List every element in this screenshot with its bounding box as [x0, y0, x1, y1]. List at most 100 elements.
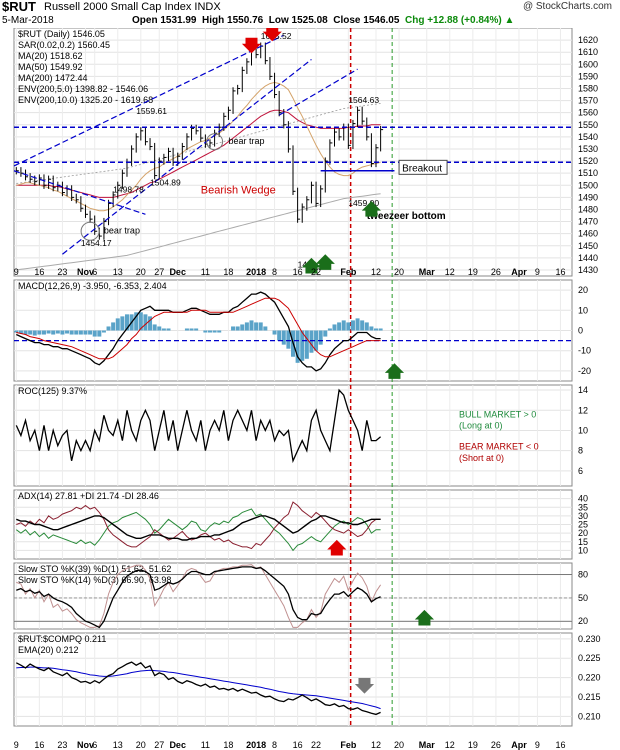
bull-market-label: BULL MARKET > 0	[459, 409, 536, 419]
macd-hist-bar	[374, 328, 379, 331]
y-tick-label: 1610	[578, 47, 598, 57]
x-tick-label-bottom: 13	[113, 740, 123, 750]
ma200-line	[16, 193, 381, 271]
macd-hist-bar	[244, 322, 249, 331]
macd-hist-bar	[83, 330, 88, 335]
y-tick-label: 20	[578, 285, 588, 295]
price-level-label: 1498.78	[113, 185, 144, 195]
y-tick-label: 1460	[578, 229, 598, 239]
macd-hist-bar	[106, 326, 111, 331]
x-tick-label: 13	[113, 267, 123, 277]
channel-line	[278, 68, 358, 116]
x-tick-label: 20	[394, 267, 404, 277]
macd-hist-bar	[92, 330, 97, 337]
y-tick-label: 1440	[578, 253, 598, 263]
y-tick-label: 25	[578, 520, 588, 530]
macd-hist-bar	[364, 322, 369, 331]
y-tick-label: 1600	[578, 59, 598, 69]
macd-hist-bar	[341, 320, 346, 331]
y-tick-label: 1510	[578, 168, 598, 178]
panel-frame	[13, 28, 573, 277]
x-tick-label: Apr	[511, 267, 527, 277]
x-tick-label: 18	[223, 267, 233, 277]
ratio-group	[15, 661, 381, 716]
bear-market-label: BEAR MARKET < 0	[459, 442, 539, 452]
x-tick-label-bottom: 2018	[246, 740, 266, 750]
y-tick-label: 1550	[578, 120, 598, 130]
macd-hist-bar	[65, 330, 70, 334]
x-tick-label: 9	[535, 267, 540, 277]
x-tick-label: 16	[555, 267, 565, 277]
x-tick-label: Mar	[419, 267, 436, 277]
macd-hist-bar	[148, 316, 153, 331]
breakout-box	[398, 159, 448, 175]
sto14-line	[16, 564, 382, 628]
bear-trap-label-2: bear trap	[228, 136, 264, 146]
bull-market-sub: (Long at 0)	[459, 420, 503, 430]
macd-hist-bar	[194, 328, 199, 331]
roc-group: BULL MARKET > 0(Long at 0) BEAR MARKET < …	[15, 388, 539, 464]
x-tick-label-bottom: 11	[201, 740, 210, 750]
y-tick-label: 14	[578, 385, 588, 395]
adx-arrow	[327, 539, 347, 556]
x-tick-label: Feb	[340, 267, 357, 277]
macd-hist-bar	[217, 330, 222, 333]
y-tick-label: 0.215	[578, 692, 601, 702]
x-tick-label-bottom: 19	[468, 740, 478, 750]
x-tick-label: 19	[468, 267, 478, 277]
macd-hist-bar	[240, 324, 245, 331]
macd-hist-bar	[41, 330, 46, 335]
y-tick-label: 1560	[578, 108, 598, 118]
ratio-line	[15, 661, 381, 716]
macd-hist-bar	[350, 320, 355, 331]
x-tick-label: Nov	[77, 267, 94, 277]
adx-group	[16, 501, 381, 556]
legend-entry: ADX(14) 27.81 +DI 21.74 -DI 28.46	[18, 491, 159, 501]
x-tick-label: 6	[92, 267, 97, 277]
downtrend-line	[13, 170, 146, 215]
x-tick-label: 22	[311, 267, 321, 277]
x-tick-label-bottom: 22	[311, 740, 321, 750]
macd-hist-bar	[360, 320, 365, 331]
stockcharts-logo[interactable]: @ StockCharts.com	[522, 1, 612, 12]
macd-hist-bar	[304, 330, 309, 359]
macd-hist-bar	[272, 330, 277, 335]
macd-hist-bar	[23, 330, 28, 335]
legend-entry: $RUT (Daily) 1546.05	[18, 29, 105, 39]
bearish-wedge-label: Bearish Wedge	[201, 185, 276, 197]
x-tick-label-bottom: 20	[394, 740, 404, 750]
y-tick-label: 1580	[578, 83, 598, 93]
macd-hist-bar	[355, 318, 360, 331]
macd-group	[14, 291, 572, 379]
y-tick-label: 1450	[578, 241, 598, 251]
panel-2: 6 8 10 12 14 ROC(125) 9.37%	[13, 384, 588, 487]
top-arrow-1	[241, 37, 262, 54]
macd-hist-bar	[277, 330, 282, 341]
legend-entry: Slow STO %K(39) %D(1) 51.62, 51.62	[18, 564, 171, 574]
x-tick-label-bottom: 26	[491, 740, 501, 750]
legend-entry: ROC(125) 9.37%	[18, 386, 87, 396]
bear-trap-circle-1	[80, 221, 100, 241]
price-level-label: 1454.17	[81, 238, 112, 248]
y-tick-label: 0.230	[578, 634, 601, 644]
macd-hist-bar	[60, 330, 65, 335]
low-value: Low 1525.08	[268, 15, 328, 26]
macd-hist-bar	[249, 320, 254, 331]
macd-line	[16, 291, 381, 372]
y-tick-label: 1530	[578, 144, 598, 154]
y-tick-label: 50	[578, 593, 588, 603]
y-tick-label: 12	[578, 405, 588, 415]
y-tick-label: 30	[578, 511, 588, 521]
tweezer-label: tweezeer bottom	[367, 211, 446, 222]
macd-hist-bar	[300, 330, 305, 361]
macd-hist-bar	[332, 324, 337, 331]
y-tick-label: 10	[578, 305, 588, 315]
y-tick-label: 1620	[578, 35, 598, 45]
panel-frame	[13, 562, 573, 630]
macd-hist-bar	[281, 330, 286, 345]
high-value: High 1550.76	[202, 15, 264, 26]
macd-hist-bar	[309, 330, 314, 353]
x-tick-label: 8	[272, 267, 277, 277]
x-tick-label: Dec	[169, 267, 186, 277]
